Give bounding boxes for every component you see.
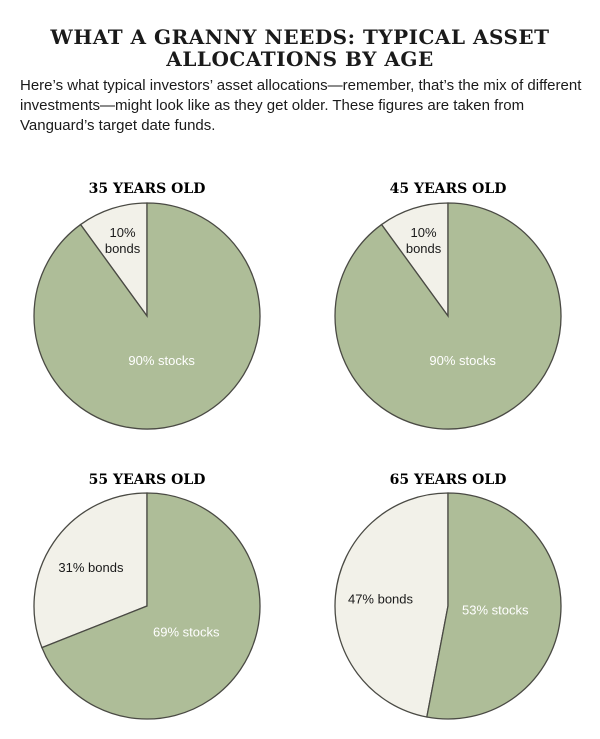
pie-slice-stocks bbox=[41, 492, 261, 720]
pie-slice-stocks bbox=[334, 202, 562, 430]
pie-slice-stocks bbox=[426, 492, 562, 720]
pie-title: 35 YEARS OLD bbox=[89, 181, 206, 197]
pie-slice-bonds bbox=[380, 202, 449, 319]
slice-label-bonds: 31% bonds bbox=[58, 560, 124, 575]
pie-title: 65 YEARS OLD bbox=[390, 472, 507, 488]
pie-title: 55 YEARS OLD bbox=[89, 472, 206, 488]
pie-chart-55-years-old: 55 YEARS OLD 31% bonds 69% stocks bbox=[33, 472, 261, 720]
pie-chart-65-years-old: 65 YEARS OLD 47% bonds 53% stocks bbox=[334, 472, 562, 720]
pie-title: 45 YEARS OLD bbox=[390, 181, 507, 197]
slice-label-stocks: 90% stocks bbox=[128, 353, 195, 368]
slice-label-stocks: 69% stocks bbox=[153, 625, 220, 640]
slice-label-stocks: 90% stocks bbox=[429, 353, 496, 368]
slice-label-bonds: 10% bonds bbox=[406, 225, 442, 256]
pie-slice-bonds bbox=[334, 492, 449, 718]
pie-slice-bonds bbox=[33, 492, 148, 649]
page-title: WHAT A GRANNY NEEDS: TYPICAL ASSET ALLOC… bbox=[50, 25, 550, 71]
slice-label-stocks: 53% stocks bbox=[462, 602, 529, 617]
pie-chart-45-years-old: 45 YEARS OLD 10% bonds 90% stocks bbox=[334, 181, 562, 430]
pie-chart-35-years-old: 35 YEARS OLD 10% bonds 90% stocks bbox=[33, 181, 261, 430]
intro-text: Here’s what typical investors’ asset all… bbox=[20, 77, 582, 134]
pie-slice-stocks bbox=[33, 202, 261, 430]
slice-label-bonds: 10% bonds bbox=[105, 225, 141, 256]
slice-label-bonds: 47% bonds bbox=[348, 592, 414, 607]
pie-slice-bonds bbox=[79, 202, 148, 319]
